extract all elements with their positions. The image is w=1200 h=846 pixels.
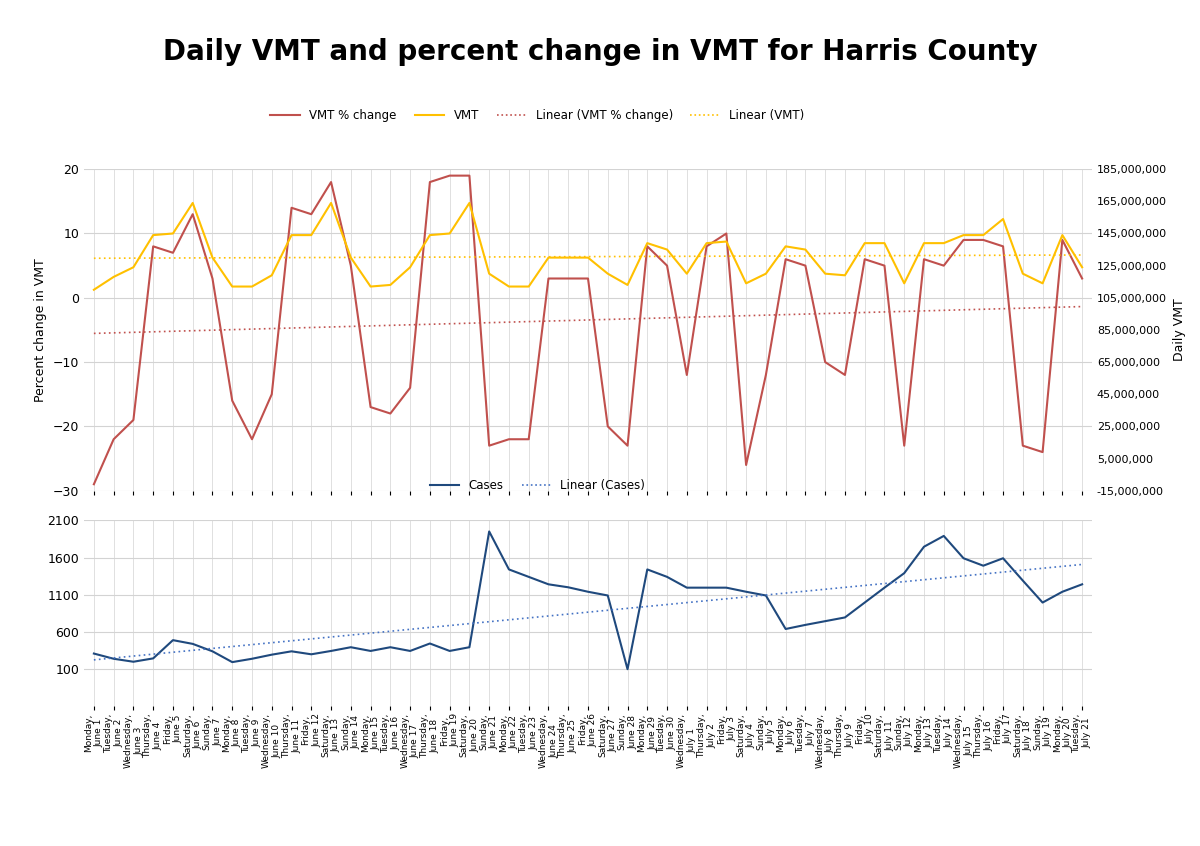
Legend: VMT % change, VMT, Linear (VMT % change), Linear (VMT): VMT % change, VMT, Linear (VMT % change)… bbox=[265, 104, 810, 127]
Legend: Cases, Linear (Cases): Cases, Linear (Cases) bbox=[425, 474, 650, 497]
Y-axis label: Daily VMT: Daily VMT bbox=[1172, 299, 1186, 361]
Text: Daily VMT and percent change in VMT for Harris County: Daily VMT and percent change in VMT for … bbox=[163, 38, 1037, 66]
Y-axis label: Percent change in VMT: Percent change in VMT bbox=[35, 258, 47, 402]
